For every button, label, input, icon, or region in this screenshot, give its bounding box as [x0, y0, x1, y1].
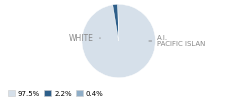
Wedge shape: [113, 4, 119, 41]
Wedge shape: [118, 4, 119, 41]
Legend: 97.5%, 2.2%, 0.4%: 97.5%, 2.2%, 0.4%: [8, 90, 103, 96]
Wedge shape: [82, 4, 155, 78]
Text: A.I.
PACIFIC ISLAN: A.I. PACIFIC ISLAN: [149, 34, 205, 48]
Text: WHITE: WHITE: [69, 34, 100, 43]
